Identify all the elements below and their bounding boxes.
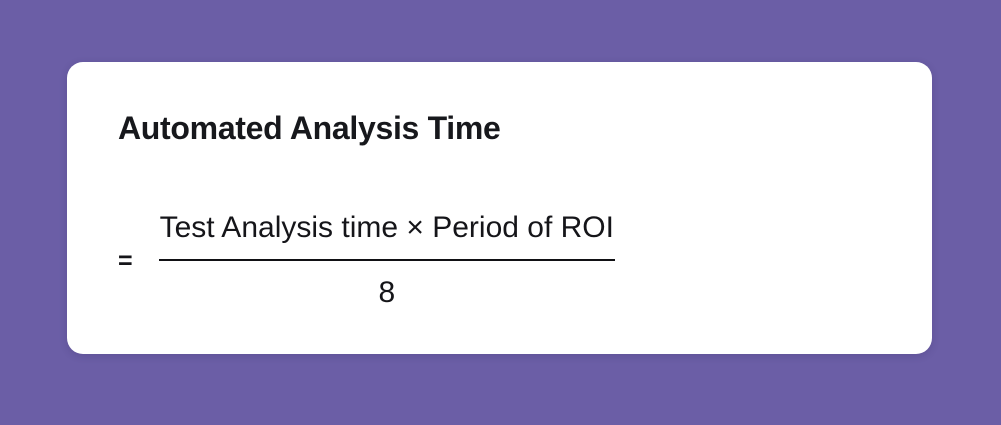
equals-sign: = [118, 247, 133, 275]
fraction-numerator: Test Analysis time × Period of ROI [159, 211, 614, 244]
card-title: Automated Analysis Time [118, 110, 501, 146]
fraction: Test Analysis time × Period of ROI 8 [158, 210, 615, 311]
formula: = Test Analysis time × Period of ROI 8 [118, 210, 615, 311]
fraction-denominator: 8 [378, 276, 396, 309]
fraction-line [158, 259, 615, 261]
formula-card: Automated Analysis Time = Test Analysis … [67, 62, 932, 354]
